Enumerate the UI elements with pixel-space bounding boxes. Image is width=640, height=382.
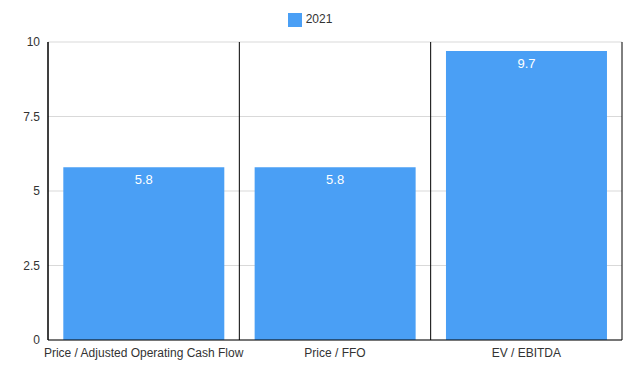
svg-text:5.8: 5.8 xyxy=(135,172,153,187)
svg-text:7.5: 7.5 xyxy=(23,110,40,124)
svg-text:EV / EBITDA: EV / EBITDA xyxy=(492,346,561,360)
svg-text:Price / Adjusted Operating Cas: Price / Adjusted Operating Cash Flow xyxy=(44,346,244,360)
svg-text:5: 5 xyxy=(33,184,40,198)
svg-text:0: 0 xyxy=(33,333,40,347)
svg-text:9.7: 9.7 xyxy=(517,56,535,71)
svg-text:10: 10 xyxy=(27,35,41,49)
svg-text:2.5: 2.5 xyxy=(23,259,40,273)
html-text:2021: 2021 xyxy=(305,12,333,26)
svg-text:5.8: 5.8 xyxy=(326,172,344,187)
svg-text:Price / FFO: Price / FFO xyxy=(304,346,365,360)
